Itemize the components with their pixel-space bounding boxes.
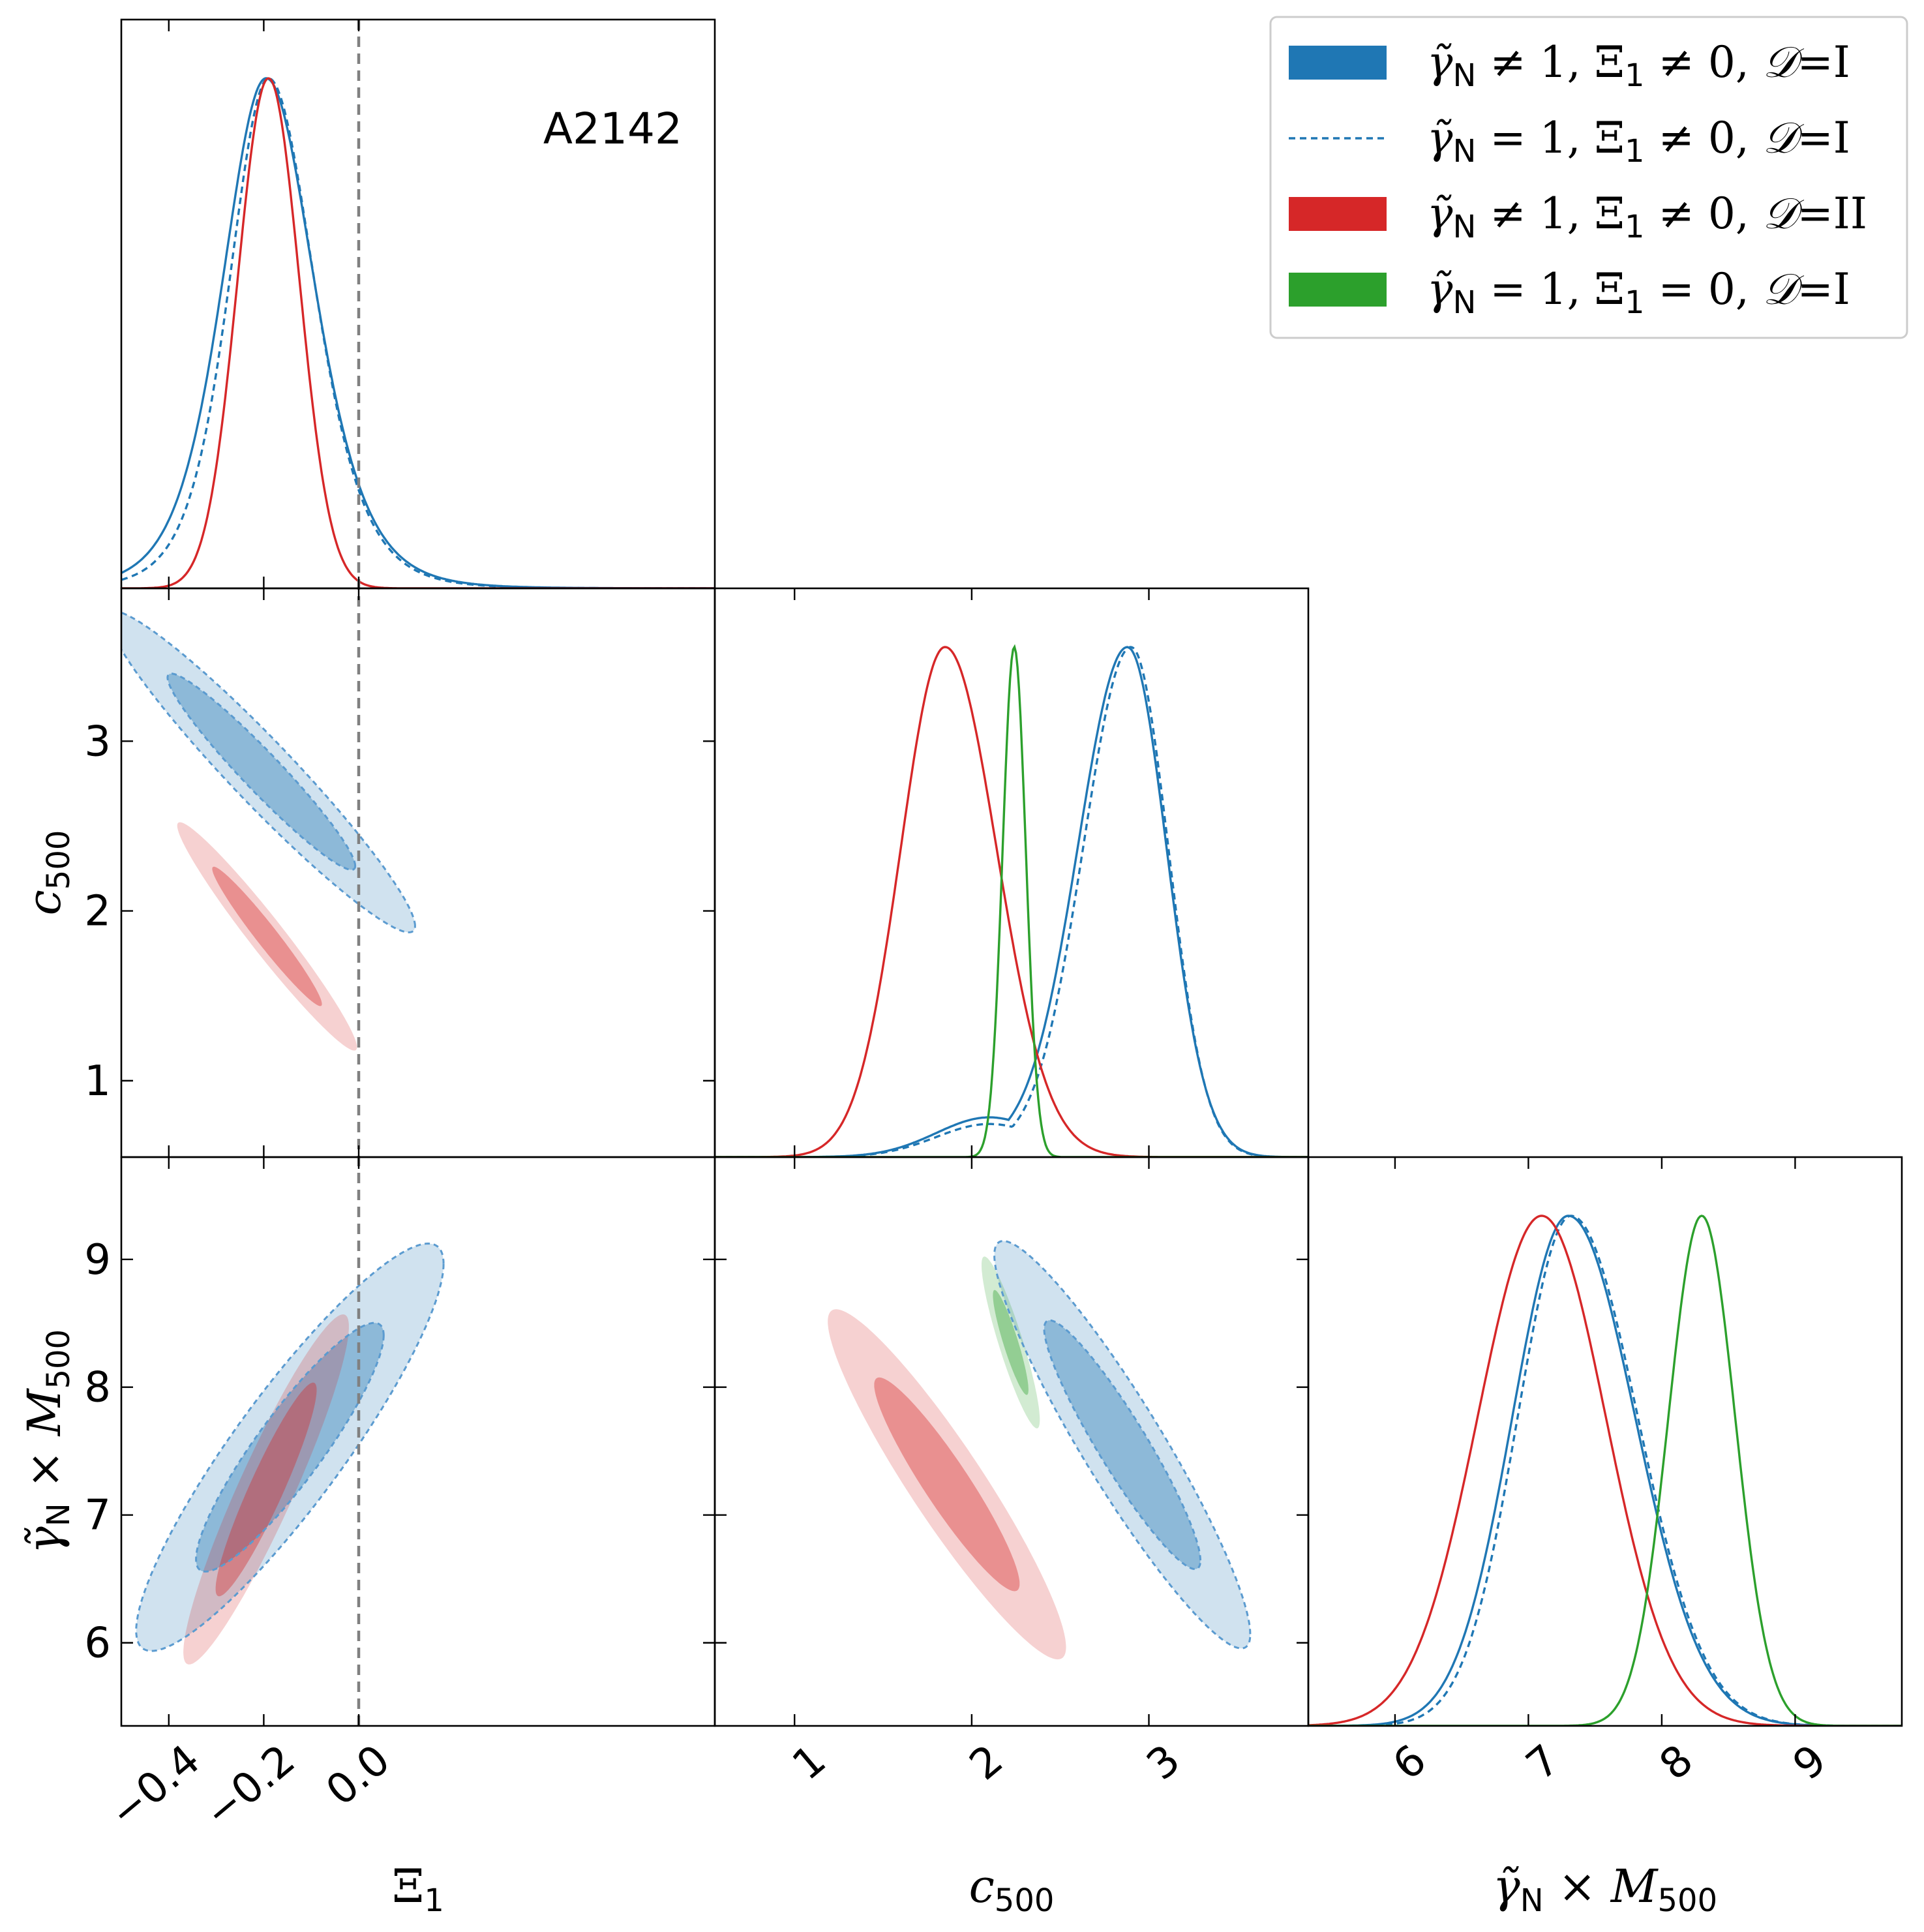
legend-box — [1269, 16, 1908, 339]
contour-s1-c500-xi1-inner — [167, 673, 355, 870]
legend-swatch-s1 — [1289, 46, 1387, 80]
x-tick-label: 0.0 — [318, 1736, 400, 1815]
y-axis-title-gm500: γ̃N × M500 — [18, 1329, 77, 1554]
contour-s1-gm500-xi1-outer — [136, 1243, 444, 1652]
legend-label-s2: γ̃N = 1, Ξ1 ≠ 0, 𝒟=I — [1427, 113, 1850, 170]
x-tick-label: 2 — [961, 1736, 1012, 1790]
y-tick-label: 8 — [84, 1364, 111, 1412]
y-tick-label: 6 — [84, 1620, 111, 1668]
marginal-s1-gm500 — [1308, 1215, 1902, 1726]
frames-layer — [120, 18, 1903, 1727]
cluster-label: A2142 — [543, 104, 682, 154]
x-tick-label: 9 — [1784, 1736, 1836, 1790]
y-tick-label: 7 — [84, 1492, 111, 1540]
marginal-s2-gm500 — [1308, 1215, 1902, 1726]
x-tick-label: 8 — [1651, 1736, 1702, 1790]
contour-s4-gm500-c500-inner — [993, 1290, 1029, 1395]
contour-s4-gm500-c500-outer — [982, 1256, 1040, 1428]
x-tick-label: 6 — [1384, 1736, 1435, 1790]
panel-frame-gm500-gm500 — [1307, 1156, 1903, 1727]
marginal-s3-gm500 — [1308, 1215, 1902, 1726]
contour-s3-gm500-c500-outer — [828, 1309, 1066, 1659]
contour-s1-c500-xi1-outer — [121, 612, 415, 933]
marginal-s2-xi1 — [121, 77, 715, 588]
contour-s3-c500-xi1-outer — [177, 822, 357, 1051]
contour-s1-gm500-c500-inner — [1044, 1320, 1201, 1569]
legend-swatch-s4 — [1289, 273, 1387, 307]
legend-label-s3: γ̃N ≠ 1, Ξ1 ≠ 0, 𝒟=II — [1427, 189, 1867, 245]
y-tick-label: 2 — [84, 888, 111, 936]
legend-swatch-s3 — [1289, 197, 1387, 231]
marginal-s3-c500 — [715, 646, 1308, 1157]
contour-s2-gm500-xi1-outer — [135, 1242, 445, 1652]
x-tick-label: 7 — [1518, 1736, 1569, 1790]
y-tick-label: 9 — [84, 1236, 111, 1284]
contour-s2-gm500-xi1-inner — [195, 1321, 385, 1573]
x-axis-title-gm500: γ̃N × M500 — [1493, 1860, 1717, 1919]
contour-s3-gm500-xi1-outer — [183, 1314, 349, 1665]
contour-s2-c500-xi1-inner — [166, 672, 357, 871]
y-tick-label: 3 — [84, 717, 111, 766]
marginal-s1-xi1 — [121, 77, 715, 588]
legend-label-s4: γ̃N = 1, Ξ1 = 0, 𝒟=I — [1427, 264, 1850, 321]
marginal-s4-gm500 — [1308, 1215, 1902, 1726]
x-tick-label: 1 — [784, 1736, 835, 1790]
legend: γ̃N ≠ 1, Ξ1 ≠ 0, 𝒟=I γ̃N = 1, Ξ1 ≠ 0, 𝒟=I… — [1269, 16, 1908, 339]
x-tick-label: 3 — [1138, 1736, 1190, 1790]
labels-layer: −0.4−0.2 0.0 1 2 3 6 7 8 9 1 2 3 6 7 8 9 Ξ1 c500 γ̃N × M50… — [18, 104, 1836, 1919]
x-axis-title-c500: c500 — [969, 1860, 1055, 1919]
contour-s1-gm500-c500-outer — [994, 1241, 1250, 1649]
contour-s3-gm500-xi1-inner — [215, 1382, 317, 1597]
marginal-s1-c500 — [715, 646, 1308, 1157]
x-axis-title-xi1: Ξ1 — [392, 1860, 444, 1919]
legend-label-s1: γ̃N ≠ 1, Ξ1 ≠ 0, 𝒟=I — [1427, 37, 1850, 94]
x-tick-label: −0.4 — [100, 1736, 209, 1838]
contour-s2-c500-xi1-outer — [121, 611, 416, 933]
contour-s2-gm500-c500-inner — [1043, 1319, 1202, 1570]
panels-layer — [121, 20, 1902, 1726]
x-tick-label: −0.2 — [196, 1736, 305, 1838]
contour-s3-gm500-c500-inner — [874, 1377, 1020, 1592]
marginal-s2-c500 — [715, 646, 1308, 1157]
marginal-s4-c500 — [715, 644, 1308, 1157]
contour-s1-gm500-xi1-inner — [196, 1323, 384, 1572]
marginal-s3-xi1 — [121, 77, 715, 588]
y-tick-label: 1 — [84, 1057, 111, 1106]
y-axis-title-c500: c500 — [18, 830, 77, 916]
contour-s3-c500-xi1-inner — [212, 866, 322, 1006]
panel-frame-gm500-c500 — [714, 1156, 1310, 1727]
